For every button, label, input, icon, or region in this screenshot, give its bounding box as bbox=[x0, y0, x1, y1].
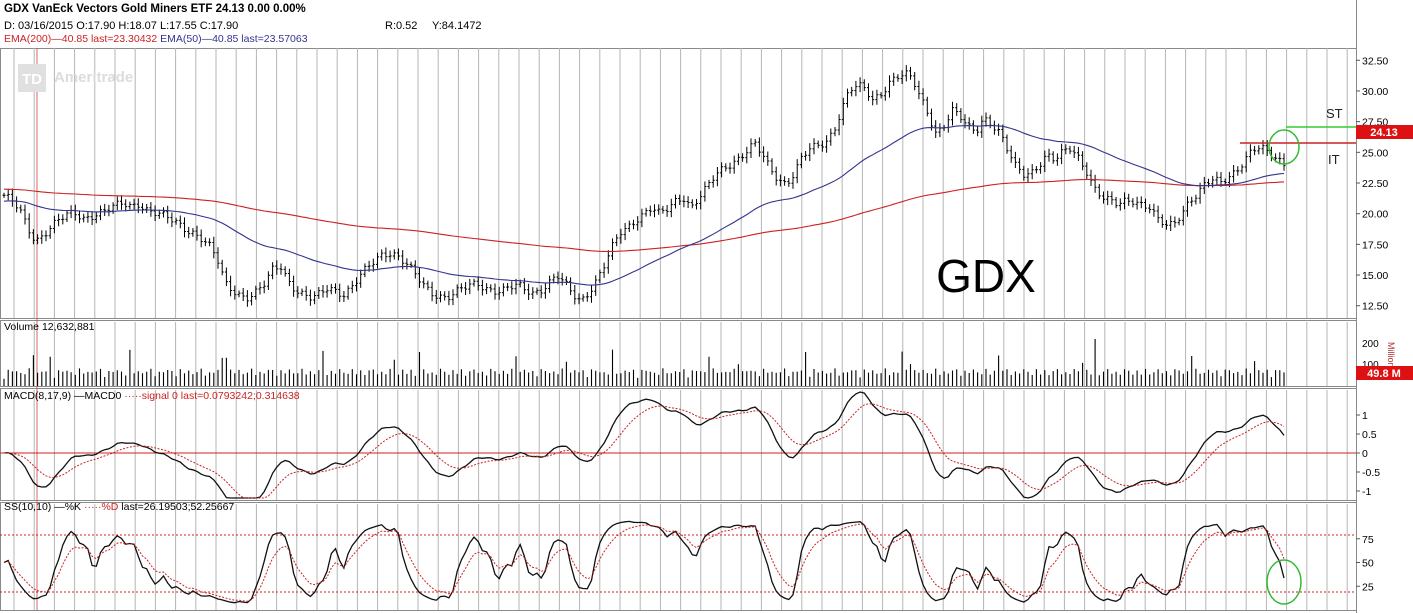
price-tick-3: 25.00 bbox=[1362, 147, 1388, 159]
ema-legend: EMA(200)—40.85 last=23.30432 EMA(50)—40.… bbox=[4, 33, 308, 45]
stoch-highlight-circle bbox=[1266, 559, 1302, 605]
macd-line bbox=[3, 391, 1285, 499]
price-tick-2: 27.50 bbox=[1362, 117, 1388, 129]
symbol-name: VanEck Vectors Gold Miners ETF bbox=[32, 3, 213, 15]
macd-tick-3: -0.5 bbox=[1362, 467, 1380, 479]
volume-badge-text: 49.8 M bbox=[1367, 368, 1401, 380]
st-annotation: ST bbox=[1326, 106, 1343, 121]
symbol: GDX bbox=[4, 3, 29, 15]
macd-label: MACD(8,17,9) —MACD0 ·····signal 0 last=0… bbox=[4, 390, 300, 402]
volume-badge bbox=[1356, 366, 1413, 380]
stoch-axis: 75 50 25 bbox=[1356, 534, 1374, 593]
price-highlight-circle bbox=[1268, 129, 1300, 165]
big-symbol-label: GDX bbox=[936, 250, 1036, 302]
last-price-badge-text: 24.13 bbox=[1370, 127, 1398, 139]
change-pct: 0.00% bbox=[273, 3, 306, 15]
stoch-tick-1: 50 bbox=[1362, 558, 1374, 570]
close-readout: C:17.90 bbox=[199, 20, 239, 32]
ema50-line bbox=[3, 125, 1285, 286]
price-tick-5: 20.00 bbox=[1362, 209, 1388, 221]
volume-tick-200: 200 bbox=[1362, 339, 1379, 350]
date-readout: D: 03/16/2015 bbox=[4, 20, 74, 32]
last-price-badge bbox=[1356, 125, 1413, 139]
ohlc-bars-path bbox=[2, 65, 1286, 307]
price-tick-8: 12.50 bbox=[1362, 301, 1388, 313]
watermark-text: Ameritrade bbox=[54, 69, 133, 86]
watermark-logo: TD bbox=[22, 71, 42, 88]
volume-bars bbox=[3, 339, 1285, 386]
stoch-label-text: SS(10,10) —%K ·····%D last=26.19503;52.2… bbox=[4, 501, 234, 513]
price-tick-7: 15.00 bbox=[1362, 270, 1388, 282]
stoch-tick-0: 75 bbox=[1362, 534, 1374, 546]
macd-tick-2: 0 bbox=[1362, 448, 1368, 460]
watermark: TD Ameritrade bbox=[18, 64, 133, 92]
stoch-d-line bbox=[3, 523, 1285, 602]
ema50-label: EMA(50) bbox=[160, 33, 202, 45]
macd-label-text: MACD(8,17,9) —MACD0 ·····signal 0 last=0… bbox=[4, 390, 300, 402]
low-readout: L:17.55 bbox=[159, 20, 197, 32]
it-annotation: IT bbox=[1328, 152, 1340, 167]
price-axis: 32.50 30.00 27.50 25.00 22.50 20.00 17.50 15.00… bbox=[1356, 55, 1388, 313]
price-tick-0: 32.50 bbox=[1362, 55, 1388, 67]
stoch-tick-2: 25 bbox=[1362, 581, 1374, 593]
macd-signal-line bbox=[3, 403, 1285, 499]
volume-unit: Millions bbox=[1386, 342, 1396, 373]
macd-tick-0: 1 bbox=[1362, 410, 1368, 422]
price-tick-6: 17.50 bbox=[1362, 239, 1388, 251]
watermark-logo-box bbox=[18, 64, 46, 92]
open-readout: O:17.90 bbox=[76, 20, 116, 32]
last-price: 24.13 bbox=[215, 3, 245, 15]
macd-tick-1: 0.5 bbox=[1362, 429, 1377, 441]
volume-bars-path bbox=[3, 339, 1285, 386]
ema50-detail: 40.85 last=23.57063 bbox=[212, 33, 308, 45]
macd-tick-4: -1 bbox=[1362, 486, 1371, 498]
price-tick-1: 30.00 bbox=[1362, 86, 1388, 98]
ohlc-line: D: 03/16/2015 O:17.90 H:18.07 L:17.55 C:… bbox=[4, 20, 238, 33]
change: 0.00 bbox=[247, 3, 270, 15]
price-tick-4: 22.50 bbox=[1362, 178, 1388, 190]
ema200-label: EMA(200) bbox=[4, 33, 52, 45]
grid-lines bbox=[13, 48, 1348, 610]
y-readout: Y:84.1472 bbox=[432, 20, 482, 32]
r-readout: R:0.52 bbox=[385, 20, 418, 32]
ema200-line bbox=[4, 178, 1285, 253]
stoch-k-line bbox=[3, 520, 1285, 604]
volume-label: Volume 12,632,881 bbox=[4, 321, 95, 333]
volume-tick-100: 100 bbox=[1362, 360, 1379, 371]
macd-axis: 1 0.5 0 -0.5 -1 bbox=[1356, 410, 1380, 498]
price-bars bbox=[2, 65, 1286, 307]
high-readout: H:18.07 bbox=[118, 20, 157, 32]
panel-frames bbox=[0, 0, 1357, 613]
ema200-detail: 40.85 last=23.30432 bbox=[61, 33, 158, 45]
title-line: GDX VanEck Vectors Gold Miners ETF 24.13… bbox=[4, 3, 306, 16]
stoch-label: SS(10,10) —%K ·····%D last=26.19503;52.2… bbox=[4, 501, 234, 513]
